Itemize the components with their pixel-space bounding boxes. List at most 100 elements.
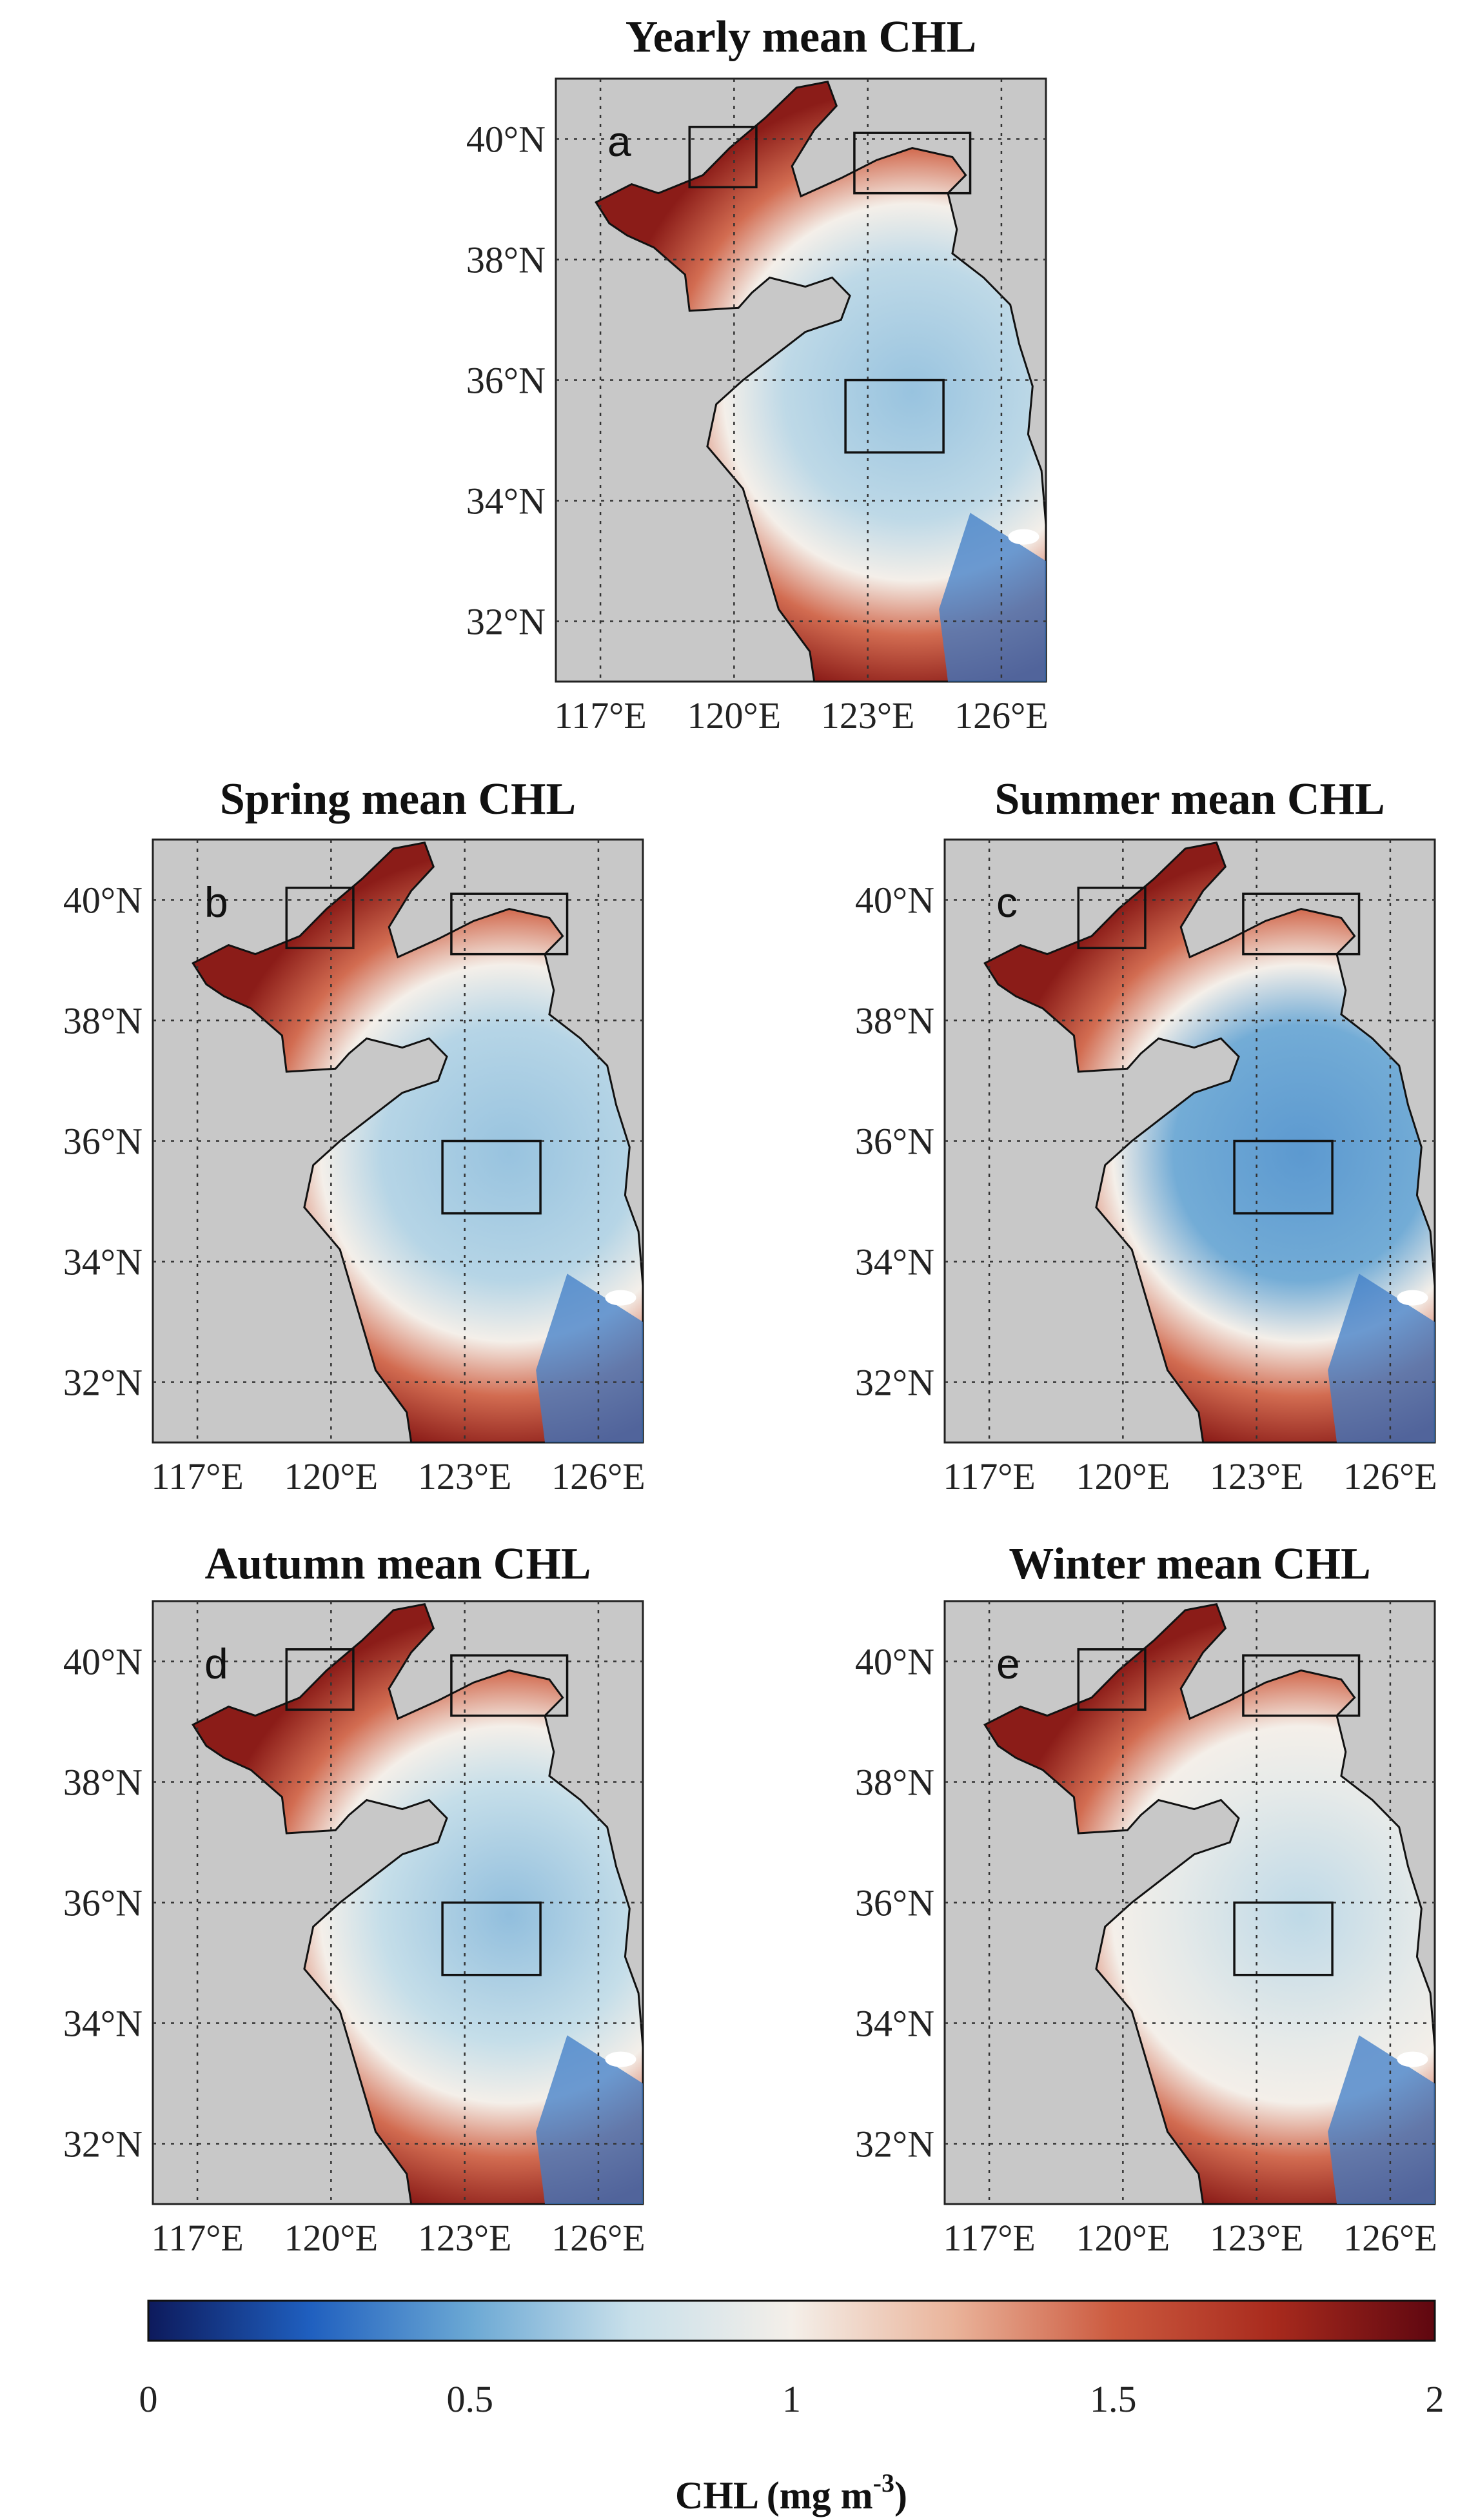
roi-box	[1233, 1139, 1334, 1215]
roi-box	[441, 1139, 542, 1215]
x-tick-label: 126°E	[551, 2217, 645, 2259]
jeju-island	[1397, 1290, 1428, 1306]
sea-chl-field	[192, 841, 644, 1444]
x-tick-label: 123°E	[1210, 1455, 1304, 1497]
x-tick-label: 120°E	[284, 1455, 379, 1497]
roi-box	[1242, 892, 1361, 956]
y-tick-label: 36°N	[855, 1121, 934, 1163]
y-tick-label: 40°N	[466, 119, 546, 161]
roi-box	[1077, 887, 1147, 950]
y-tick-label: 40°N	[63, 880, 143, 921]
y-tick-label: 38°N	[855, 1000, 934, 1042]
colorbar-tick-label: 1	[782, 2378, 801, 2420]
panel-title: Spring mean CHL	[220, 774, 576, 824]
x-tick-label: 126°E	[1343, 2217, 1437, 2259]
y-tick-label: 40°N	[855, 1641, 934, 1683]
colorbar-tick-label: 2	[1426, 2378, 1444, 2420]
y-tick-label: 32°N	[855, 1362, 934, 1404]
y-tick-label: 34°N	[466, 480, 546, 522]
y-tick-label: 36°N	[466, 360, 546, 402]
roi-box	[844, 379, 945, 454]
panel-title: Winter mean CHL	[1009, 1539, 1370, 1589]
panel-label: a	[607, 117, 631, 165]
colorbar-tick-label: 0	[139, 2378, 158, 2420]
open-ocean-area	[1328, 1274, 1435, 1442]
panel-label: c	[996, 878, 1018, 926]
x-tick-label: 117°E	[151, 2217, 243, 2259]
colorbar-bar	[147, 2299, 1436, 2342]
y-tick-label: 32°N	[63, 1362, 143, 1404]
y-tick-label: 36°N	[63, 1882, 143, 1924]
x-tick-label: 123°E	[1210, 2217, 1304, 2259]
panel-autumn: Autumn mean CHL d 32°N 34°N 36°N 38°N 40°N 117…	[63, 1539, 645, 2259]
roi-box	[450, 892, 569, 956]
x-tick-label: 126°E	[551, 1455, 645, 1497]
y-tick-label: 38°N	[855, 1762, 934, 1804]
roi-box	[1077, 1648, 1147, 1711]
x-tick-label: 117°E	[943, 1455, 1035, 1497]
x-tick-label: 117°E	[151, 1455, 243, 1497]
colorbar-ticks: 0 0.5 1 1.5 2	[139, 2378, 1444, 2420]
x-tick-label: 117°E	[554, 694, 646, 736]
x-tick-label: 120°E	[284, 2217, 379, 2259]
roi-box	[1242, 1654, 1361, 1717]
panel-yearly: Yearly mean CHL a 32°N 34°N 36°N 38°N 40°N 117…	[466, 12, 1049, 736]
y-tick-label: 40°N	[63, 1641, 143, 1683]
colorbar-tick-label: 0.5	[447, 2378, 494, 2420]
roi-box	[441, 1901, 542, 1976]
y-tick-label: 32°N	[855, 2123, 934, 2165]
x-tick-label: 126°E	[1343, 1455, 1437, 1497]
x-tick-label: 123°E	[821, 694, 915, 736]
panel-title: Yearly mean CHL	[626, 12, 976, 62]
x-tick-label: 117°E	[943, 2217, 1035, 2259]
y-tick-label: 34°N	[63, 2003, 143, 2045]
jeju-island	[1397, 2051, 1428, 2067]
colorbar-label-exponent: -3	[873, 2468, 894, 2497]
roi-box	[1233, 1901, 1334, 1976]
panel-winter: Winter mean CHL e 32°N 34°N 36°N 38°N 40°N 117…	[855, 1539, 1437, 2259]
jeju-island	[1008, 529, 1040, 545]
x-tick-label: 120°E	[687, 694, 782, 736]
sea-chl-field	[192, 1602, 644, 2205]
roi-box	[853, 132, 972, 195]
panel-label: e	[996, 1640, 1020, 1688]
panel-summer: Summer mean CHL c 32°N 34°N 36°N 38°N 40°N 117…	[855, 774, 1437, 1497]
panel-title: Autumn mean CHL	[205, 1539, 591, 1589]
x-tick-label: 120°E	[1076, 1455, 1170, 1497]
jeju-island	[605, 1290, 636, 1306]
x-tick-label: 123°E	[418, 1455, 512, 1497]
sea-chl-field	[983, 1602, 1436, 2205]
panel-label: b	[204, 878, 228, 926]
y-tick-label: 34°N	[855, 2003, 934, 2045]
y-tick-label: 36°N	[855, 1882, 934, 1924]
roi-box	[450, 1654, 569, 1717]
y-tick-label: 34°N	[63, 1241, 143, 1283]
y-tick-label: 32°N	[63, 2123, 143, 2165]
y-tick-label: 32°N	[466, 601, 546, 643]
open-ocean-area	[1328, 2035, 1435, 2204]
open-ocean-area	[536, 1274, 643, 1442]
colorbar-label-close: )	[894, 2474, 907, 2517]
panel-spring: Spring mean CHL b 32°N 34°N 36°N 38°N 40°N 117…	[63, 774, 645, 1497]
sea-chl-field	[595, 80, 1047, 683]
y-tick-label: 36°N	[63, 1121, 143, 1163]
roi-box	[688, 126, 758, 189]
colorbar-tick-label: 1.5	[1090, 2378, 1137, 2420]
open-ocean-area	[939, 513, 1046, 682]
roi-box	[285, 1648, 355, 1711]
y-tick-label: 40°N	[855, 880, 934, 921]
colorbar: 0 0.5 1 1.5 2 CHL (mg m-3)	[139, 2299, 1444, 2517]
panel-label: d	[204, 1640, 228, 1688]
y-tick-label: 34°N	[855, 1241, 934, 1283]
colorbar-label: CHL (mg m-3)	[675, 2468, 907, 2517]
panel-title: Summer mean CHL	[994, 774, 1384, 824]
y-tick-label: 38°N	[466, 239, 546, 281]
x-tick-label: 126°E	[954, 694, 1049, 736]
sea-chl-field	[983, 841, 1436, 1444]
y-tick-label: 38°N	[63, 1000, 143, 1042]
y-tick-label: 38°N	[63, 1762, 143, 1804]
open-ocean-area	[536, 2035, 643, 2204]
x-tick-label: 123°E	[418, 2217, 512, 2259]
jeju-island	[605, 2051, 636, 2067]
